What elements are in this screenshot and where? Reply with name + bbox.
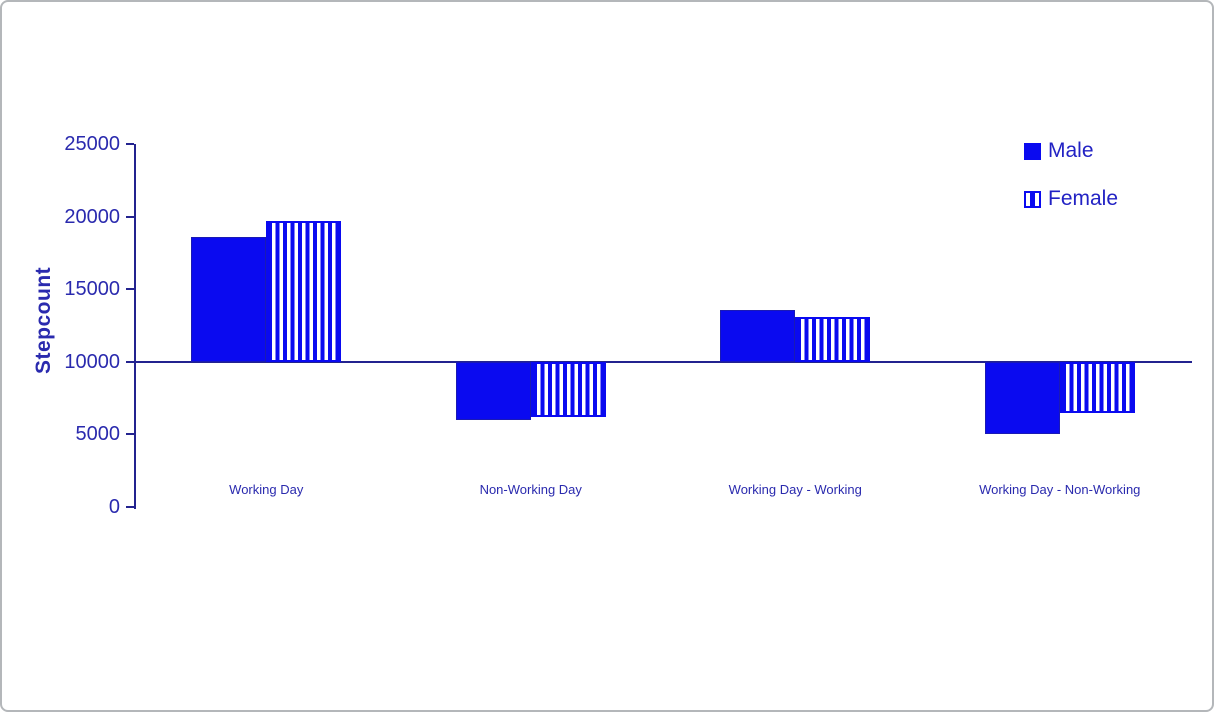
bar-male-2 — [720, 309, 796, 362]
y-tick-label: 5000 — [75, 423, 121, 446]
category-label-2: Working Day - Working — [728, 482, 862, 497]
legend-label-male: Male — [1048, 139, 1094, 162]
bar-female-1 — [530, 361, 606, 417]
bar-female-3 — [1059, 361, 1135, 413]
y-tick-label: 25000 — [64, 133, 120, 155]
category-label-1: Non-Working Day — [479, 482, 582, 497]
legend-item-male: Male — [1024, 140, 1118, 162]
y-axis-tick — [126, 215, 134, 218]
y-tick-label: 0 — [108, 496, 120, 518]
bar-female-2 — [795, 316, 871, 362]
y-axis-tick — [126, 433, 134, 436]
baseline-axis — [134, 360, 1192, 363]
legend-item-female: Female — [1024, 188, 1118, 210]
bar-female-0 — [266, 220, 342, 362]
y-axis-tick — [126, 288, 134, 291]
bar-male-0 — [191, 236, 267, 362]
category-label-3: Working Day - Non-Working — [979, 482, 1141, 497]
y-tick-label: 15000 — [64, 278, 120, 301]
y-axis-tick — [126, 143, 134, 145]
legend: Male Female — [1024, 140, 1118, 236]
bar-male-3 — [984, 361, 1060, 435]
legend-label-female: Female — [1048, 187, 1119, 210]
bar-male-1 — [455, 361, 531, 420]
y-tick-label: 10000 — [64, 350, 120, 373]
y-axis-tick — [126, 360, 134, 363]
female-swatch-icon — [1024, 190, 1041, 208]
category-label-0: Working Day — [229, 482, 304, 497]
y-tick-label: 20000 — [64, 205, 120, 228]
y-axis-line — [134, 144, 136, 509]
y-axis-tick — [126, 506, 134, 508]
female-swatch-stripe — [1030, 192, 1035, 206]
male-swatch-icon — [1024, 142, 1041, 160]
